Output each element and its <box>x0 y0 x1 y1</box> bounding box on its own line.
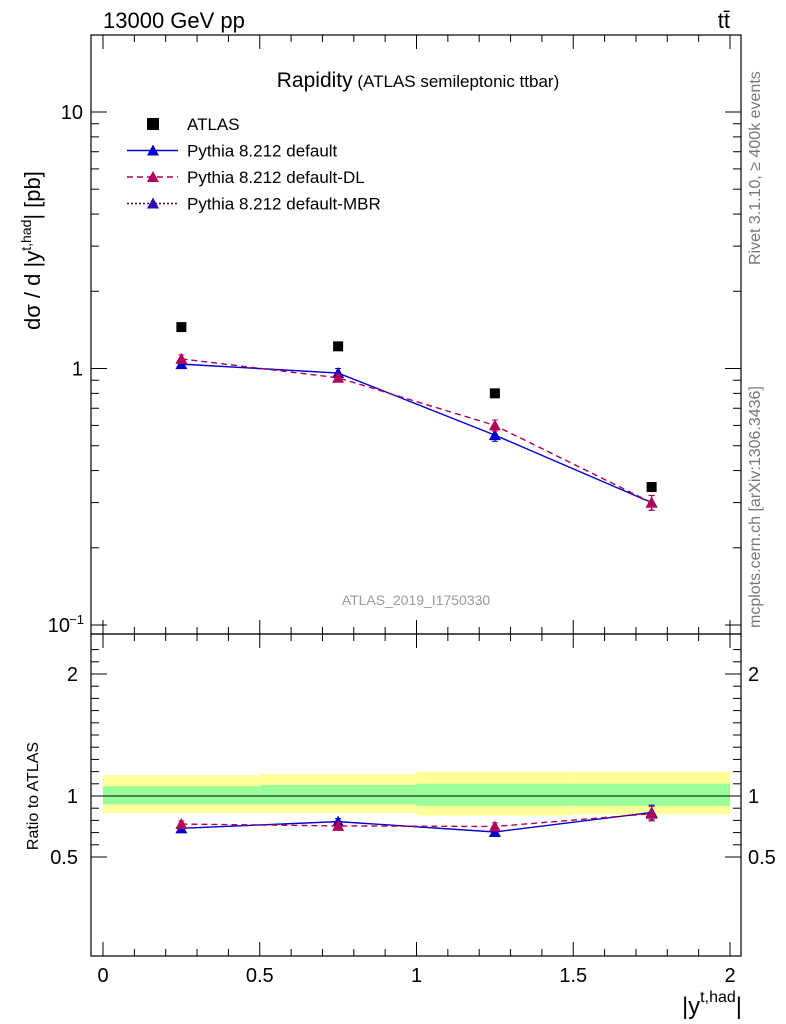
y-tick-label-exponent: −1 <box>69 612 84 627</box>
ratio-point-1 <box>488 820 501 832</box>
legend-marker-atlas <box>147 118 159 130</box>
atlas-data-point <box>646 482 657 493</box>
y-tick-label: 1 <box>72 359 83 381</box>
legend-marker-1 <box>147 171 159 182</box>
atlas-data-point <box>489 388 500 399</box>
y-axis-title: dσ / d |yt,had| [pb] <box>18 171 45 330</box>
series-point-1 <box>488 419 501 431</box>
x-axis-title: |yt,had| <box>682 989 742 1020</box>
analysis-id-label: ATLAS_2019_I1750330 <box>342 592 491 608</box>
chart-subtitle-text: (ATLAS semileptonic ttbar) <box>357 72 559 91</box>
atlas-data-point <box>333 341 344 352</box>
legend-label-1: Pythia 8.212 default-DL <box>187 168 365 187</box>
ratio-band-inner-bin <box>573 783 730 806</box>
series-point-1 <box>175 352 188 364</box>
series-point-1 <box>645 496 658 508</box>
legend-label-2: Pythia 8.212 default-MBR <box>187 195 381 214</box>
ratio-y-tick-label-right: 0.5 <box>748 847 776 869</box>
ratio-point-1 <box>175 818 188 830</box>
chart-title-main: Rapidity <box>277 69 353 92</box>
legend-label-0: Pythia 8.212 default <box>187 142 338 161</box>
series-point-0 <box>488 429 501 441</box>
ratio-band-inner-bin <box>416 783 574 806</box>
legend-label-atlas: ATLAS <box>187 115 240 134</box>
series-line-1 <box>181 358 652 504</box>
series-line-0 <box>181 363 652 504</box>
ratio-uncertainty-bands <box>103 771 730 816</box>
y-tick-label: 10 <box>61 102 83 124</box>
ratio-y-tick-label-left: 0.5 <box>50 847 78 869</box>
ratio-band-inner-bin <box>259 785 417 805</box>
x-tick-label: 0 <box>97 965 108 987</box>
data-marks <box>175 322 658 837</box>
ratio-y-tick-label-left: 2 <box>67 664 78 686</box>
x-tick-label: 1.5 <box>559 965 587 987</box>
x-tick-label: 0.5 <box>246 965 274 987</box>
atlas-data-point <box>176 322 187 333</box>
ratio-y-axis-title: Ratio to ATLAS <box>25 742 42 850</box>
ratio-series-line-1 <box>181 812 652 828</box>
header-process-label: tt̄ <box>718 8 730 33</box>
series-point-1 <box>332 371 345 383</box>
ratio-point-1 <box>645 807 658 819</box>
ratio-y-tick-label-right: 2 <box>748 664 759 686</box>
ratio-band-inner-bin <box>103 786 260 805</box>
x-tick-label: 1 <box>411 965 422 987</box>
header-energy-label: 13000 GeV pp <box>103 8 245 33</box>
ratio-point-1 <box>332 819 345 831</box>
legend: ATLAS Pythia 8.212 default Pythia 8.212 de… <box>127 115 381 214</box>
chart-title: Rapidity (ATLAS semileptonic ttbar) <box>277 69 559 92</box>
ratio-y-tick-label-left: 1 <box>67 786 78 808</box>
rivet-version-label: Rivet 3.1.10, ≥ 400k events <box>747 71 764 265</box>
ratio-y-tick-label-right: 1 <box>748 786 759 808</box>
mcplots-source-label: mcplots.cern.ch [arXiv:1306.3436] <box>747 386 764 628</box>
legend-marker-2 <box>147 197 159 209</box>
x-tick-label: 2 <box>724 965 735 987</box>
legend-marker-0 <box>147 144 159 156</box>
y-tick-label-minus1: 10 <box>48 615 70 637</box>
